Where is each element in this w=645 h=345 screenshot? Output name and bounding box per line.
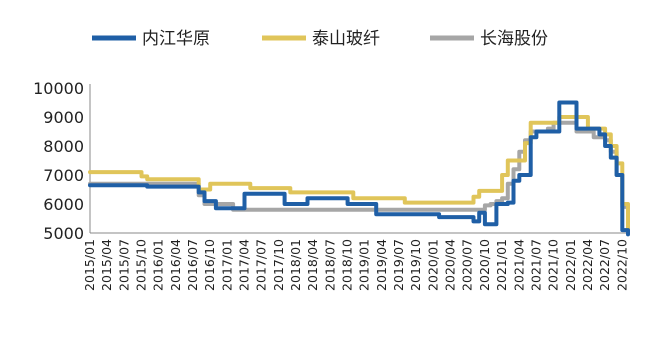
x-tick-label: 2022/01	[563, 239, 578, 291]
x-tick-label: 2019/07	[391, 239, 406, 291]
y-tick-label: 8000	[43, 137, 84, 156]
x-tick-label: 2016/04	[168, 239, 183, 291]
x-tick-label: 2017/07	[254, 239, 269, 291]
x-tick-label: 2015/07	[116, 239, 131, 291]
x-tick-label: 2019/10	[408, 239, 423, 291]
legend-label: 内江华原	[142, 29, 210, 49]
x-tick-label: 2015/01	[82, 239, 97, 291]
x-axis: 2015/01 2015/04 2015/07 2015/10 2016/01 2016/…	[82, 232, 629, 291]
x-tick-label: 2016/07	[185, 239, 200, 291]
x-tick-label: 2018/07	[322, 239, 337, 291]
x-tick-label: 2015/04	[99, 239, 114, 291]
legend-label: 泰山玻纤	[312, 29, 380, 49]
x-tick-label: 2017/01	[219, 239, 234, 291]
x-tick-label: 2022/04	[580, 239, 595, 291]
series-line-1	[88, 115, 630, 235]
y-tick-label: 5000	[43, 224, 84, 243]
x-tick-label: 2020/10	[477, 239, 492, 291]
x-tick-label: 2022/10	[614, 239, 629, 291]
x-tick-label: 2016/10	[202, 239, 217, 291]
series-line-0	[88, 100, 630, 237]
x-tick-label: 2017/04	[237, 239, 252, 291]
x-tick-label: 2020/07	[460, 239, 475, 291]
series-lines	[88, 100, 630, 237]
x-tick-label: 2020/01	[425, 239, 440, 291]
x-tick-label: 2019/01	[357, 239, 372, 291]
x-tick-label: 2016/01	[151, 239, 166, 291]
x-tick-label: 2015/10	[134, 239, 149, 291]
x-tick-label: 2021/04	[511, 239, 526, 291]
series-line-2	[88, 120, 630, 233]
x-tick-label: 2017/10	[271, 239, 286, 291]
x-tick-label: 2022/07	[597, 239, 612, 291]
x-tick-label: 2021/01	[494, 239, 509, 291]
y-tick-label: 6000	[43, 195, 84, 214]
x-tick-label: 2020/04	[443, 239, 458, 291]
x-tick-label: 2018/01	[288, 239, 303, 291]
y-tick-label: 9000	[43, 108, 84, 127]
x-tick-label: 2021/07	[528, 239, 543, 291]
y-axis: 5000 6000 7000 8000 9000 10000	[33, 79, 91, 243]
y-tick-label: 10000	[33, 79, 84, 98]
y-tick-label: 7000	[43, 166, 84, 185]
x-tick-label: 2018/04	[305, 239, 320, 291]
x-tick-label: 2021/10	[546, 239, 561, 291]
x-tick-label: 2018/10	[340, 239, 355, 291]
legend: 内江华原 泰山玻纤 长海股份	[92, 29, 548, 49]
x-tick-label: 2019/04	[374, 239, 389, 291]
legend-label: 长海股份	[480, 29, 548, 49]
